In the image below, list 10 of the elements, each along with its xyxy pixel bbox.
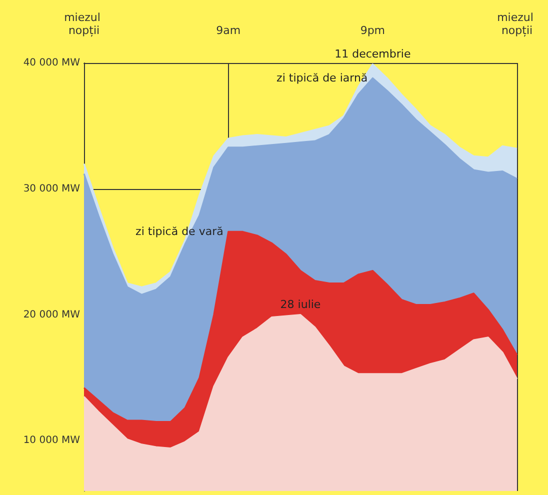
series-label: 11 decembrie [334,47,411,60]
x-tick-label: 9am [216,24,241,37]
x-tick-label: miezul nopții [64,11,104,37]
y-tick-label: 10 000 MW [23,435,80,446]
y-tick-label: 40 000 MW [23,58,80,68]
y-tick-label: 20 000 MW [23,309,80,320]
x-tick-label: miezul nopții [497,11,537,37]
x-tick-label: 9pm [360,24,386,37]
series-label: 28 iulie [280,298,321,311]
y-tick-label: 30 000 MW [23,183,80,194]
